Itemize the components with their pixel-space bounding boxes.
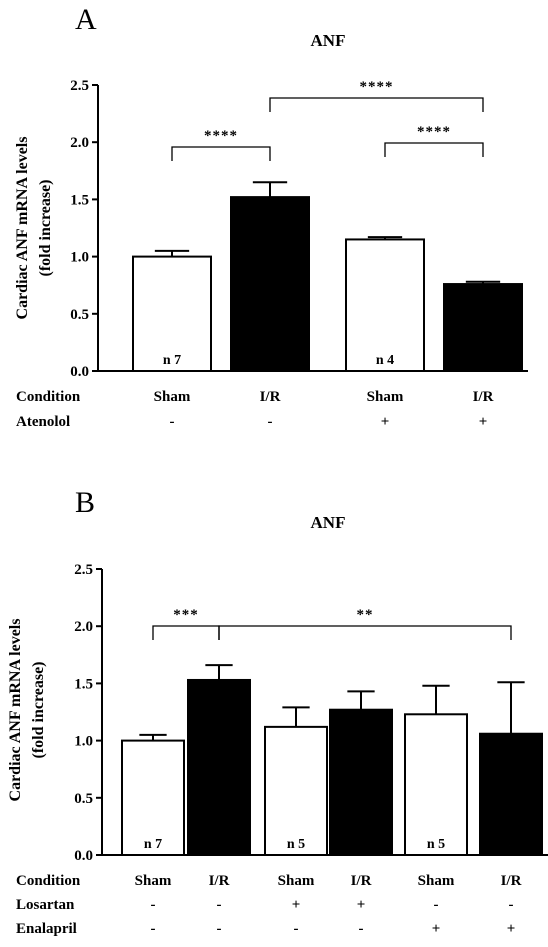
panel-b-y-tick-label: 1.0	[74, 734, 93, 750]
panel-b-y-axis-label-line2: (fold increase)	[30, 661, 47, 758]
panel-a-row-value: Sham	[154, 389, 191, 405]
panel-a-row-label: Atenolol	[16, 414, 70, 430]
panel-b-y-axis-label-line1: Cardiac ANF mRNA levels	[7, 619, 24, 802]
panel-b-row-label: Losartan	[16, 897, 75, 913]
panel-a-significance-label: ****	[204, 128, 238, 144]
panel-b: B ANF Cardiac ANF mRNA levels (fold incr…	[7, 486, 548, 937]
panel-a-row-value: I/R	[260, 389, 281, 405]
panel-b-y-tick-label: 1.5	[74, 676, 93, 692]
panel-a-y-tick-label: 2.0	[70, 135, 89, 151]
panel-b-row-value: Sham	[418, 873, 455, 889]
panel-b-row-value: -	[217, 921, 222, 937]
panel-b-y-tick-label: 2.5	[74, 562, 93, 578]
panel-b-n-label: n 5	[287, 837, 305, 852]
panel-a-y-tick-label: 0.5	[70, 307, 89, 323]
panel-b-row-value: +	[357, 897, 366, 913]
panel-a-significance-bracket	[171, 146, 271, 161]
panel-b-y-tick-label: 0.0	[74, 848, 93, 864]
panel-b-letter: B	[75, 486, 95, 519]
panel-b-row-value: Sham	[135, 873, 172, 889]
panel-b-significance-bracket	[152, 625, 220, 640]
panel-a-significance-bracket	[269, 97, 484, 112]
panel-a-y-tick-label: 1.5	[70, 192, 89, 208]
panel-b-bar	[479, 732, 543, 857]
panel-a-bar	[230, 196, 310, 372]
panel-a-n-label: n 8	[261, 353, 279, 368]
panel-a-significance-label: ****	[360, 79, 394, 95]
panel-b-row-value: -	[294, 921, 299, 937]
panel-b-n-label: n 5	[502, 837, 520, 852]
panel-a-y-axis-label-line2: (fold increase)	[37, 179, 54, 276]
panel-a-row-value: -	[170, 414, 175, 430]
panel-a-letter: A	[75, 3, 97, 36]
panel-b-n-label: n 8	[210, 837, 228, 852]
panel-a: A ANF Cardiac ANF mRNA levels (fold incr…	[14, 3, 528, 430]
panel-a-significance-label: ****	[417, 124, 451, 140]
panel-a-y-tick-label: 2.5	[70, 78, 89, 94]
panel-a-bar	[345, 238, 425, 372]
panel-a-bar	[443, 283, 523, 372]
panel-a-bar	[132, 255, 212, 373]
panel-b-n-label: n 6	[352, 837, 370, 852]
panel-b-row-label: Enalapril	[16, 921, 77, 937]
panel-a-significance-bracket	[384, 142, 484, 157]
panel-b-row-value: I/R	[501, 873, 522, 889]
panel-b-row-value: -	[359, 921, 364, 937]
panel-a-row-label: Condition	[16, 389, 81, 405]
panel-b-significance-label: ***	[173, 607, 199, 623]
panel-b-row-value: -	[151, 897, 156, 913]
panel-a-y-tick-label: 1.0	[70, 250, 89, 266]
panel-a-row-value: +	[381, 414, 390, 430]
panel-b-n-label: n 7	[144, 837, 162, 852]
panel-a-n-label: n 4	[474, 353, 492, 368]
panel-b-significance-bracket	[218, 625, 512, 640]
panel-b-bar	[187, 678, 251, 857]
panel-b-title: ANF	[311, 513, 346, 532]
panel-b-row-value: -	[217, 897, 222, 913]
panel-b-y-tick-label: 0.5	[74, 791, 93, 807]
panel-a-n-label: n 7	[163, 353, 181, 368]
panel-a-row-value: -	[268, 414, 273, 430]
panel-b-row-value: I/R	[351, 873, 372, 889]
panel-b-row-value: -	[434, 897, 439, 913]
panel-b-row-value: +	[507, 921, 516, 937]
panel-a-n-label: n 4	[376, 353, 394, 368]
panel-b-row-value: Sham	[278, 873, 315, 889]
panel-a-y-tick-label: 0.0	[70, 364, 89, 380]
panel-b-y-tick-label: 2.0	[74, 619, 93, 635]
panel-b-bar	[329, 708, 393, 856]
panel-b-row-value: +	[432, 921, 441, 937]
panel-a-y-axis-label-line1: Cardiac ANF mRNA levels	[14, 137, 31, 320]
panel-a-title: ANF	[311, 31, 346, 50]
panel-b-row-value: +	[292, 897, 301, 913]
panel-b-n-label: n 5	[427, 837, 445, 852]
panel-a-row-value: +	[479, 414, 488, 430]
panel-b-bar	[264, 725, 328, 857]
panel-b-row-value: I/R	[209, 873, 230, 889]
panel-a-row-value: Sham	[367, 389, 404, 405]
panel-b-row-value: -	[151, 921, 156, 937]
panel-a-row-value: I/R	[473, 389, 494, 405]
panel-b-row-value: -	[509, 897, 514, 913]
panel-b-row-label: Condition	[16, 873, 81, 889]
panel-b-bar	[404, 713, 468, 857]
panel-b-significance-label: **	[357, 607, 374, 623]
